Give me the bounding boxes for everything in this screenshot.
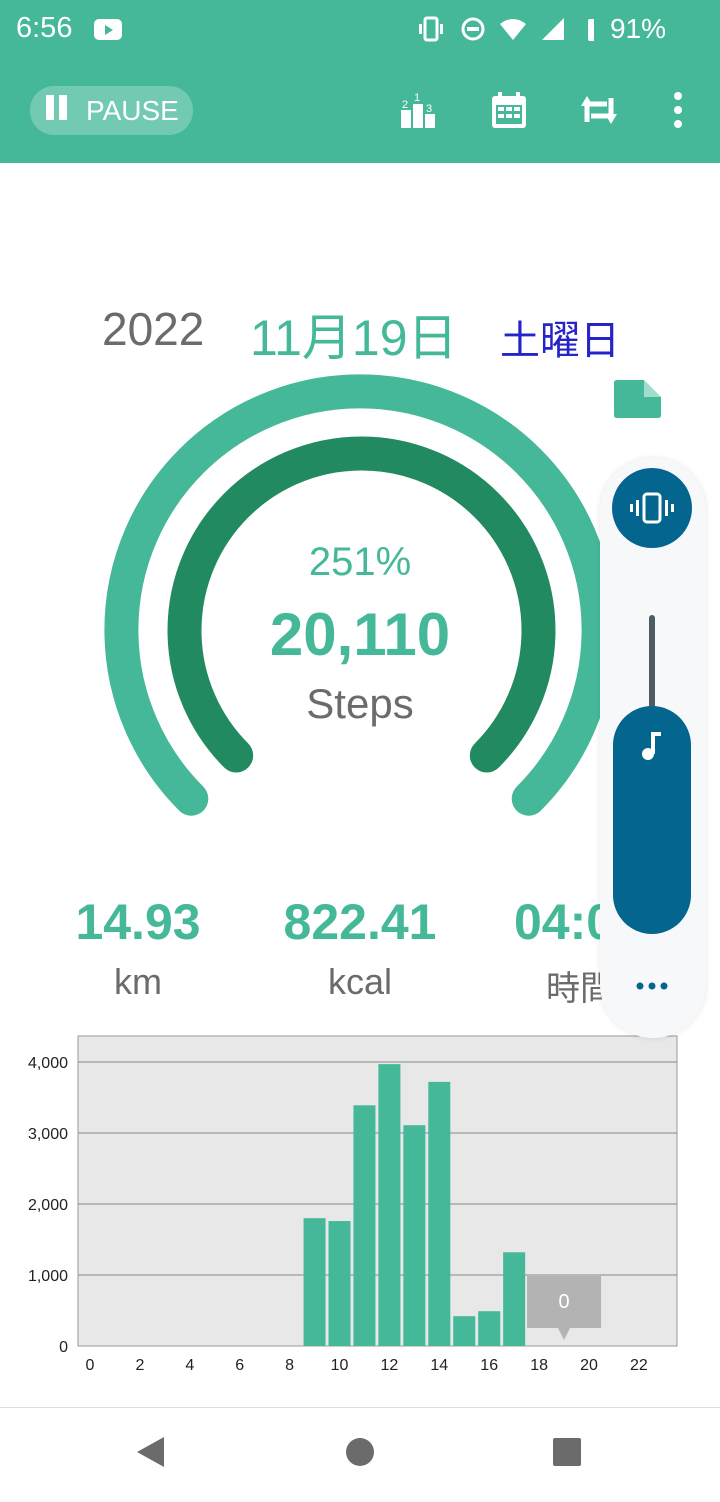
battery-icon (588, 19, 594, 41)
svg-text:3: 3 (426, 103, 432, 115)
pause-icon (46, 94, 72, 127)
music-note-icon (642, 732, 661, 760)
y-tick-label: 3,000 (28, 1126, 68, 1143)
x-tick-label: 0 (86, 1357, 95, 1374)
x-tick-label: 18 (530, 1357, 548, 1374)
y-tick-label: 1,000 (28, 1268, 68, 1285)
x-tick-label: 14 (430, 1357, 448, 1374)
x-tick-label: 16 (480, 1357, 498, 1374)
sync-icon[interactable] (579, 90, 619, 130)
distance-unit: km (114, 961, 162, 1002)
progress-arc (167, 436, 556, 773)
ranking-icon[interactable]: 213 (398, 90, 438, 130)
day[interactable]: 11月19日 (250, 310, 458, 366)
calorie-value: 822.41 (283, 894, 437, 950)
x-tick-label: 10 (331, 1357, 349, 1374)
bar (378, 1064, 401, 1346)
pause-label: PAUSE (86, 94, 179, 126)
back-button[interactable] (137, 1437, 164, 1467)
more-icon[interactable] (658, 90, 698, 130)
vibrate-icon (419, 16, 443, 42)
bar (353, 1105, 376, 1346)
dnd-icon (461, 17, 485, 41)
bar (428, 1081, 451, 1346)
x-tick-label: 2 (135, 1357, 144, 1374)
year: 2022 (102, 303, 205, 355)
y-tick-label: 2,000 (28, 1197, 68, 1214)
calorie-unit: kcal (327, 961, 393, 1002)
weekday: 土曜日 (500, 319, 620, 363)
volume-panel (600, 458, 706, 1038)
note-icon[interactable] (614, 380, 661, 418)
goal-percent: 251% (308, 540, 412, 584)
tooltip-label: 0 (558, 1291, 569, 1313)
bar (503, 1252, 526, 1346)
vibrate-mode-button[interactable] (612, 468, 692, 548)
svg-text:1: 1 (414, 92, 420, 104)
y-tick-label: 4,000 (28, 1055, 68, 1072)
home-button[interactable] (346, 1438, 374, 1466)
battery-percent: 91% (609, 13, 666, 44)
calorie-stat: 822.41 kcal (260, 893, 460, 1003)
youtube-icon (94, 19, 122, 40)
distance-stat: 14.93 km (38, 893, 238, 1003)
pause-button[interactable]: PAUSE (30, 86, 193, 135)
plot-area (77, 1035, 678, 1347)
status-time: 6:56 (16, 12, 73, 44)
step-count: 20,110 (269, 601, 451, 668)
bar (403, 1125, 426, 1346)
bar (453, 1316, 476, 1346)
x-tick-label: 20 (580, 1357, 598, 1374)
bar (328, 1221, 351, 1346)
x-tick-label: 6 (235, 1357, 244, 1374)
distance-value: 14.93 (75, 894, 201, 950)
bar (478, 1311, 501, 1346)
tooltip-box (527, 1276, 602, 1328)
signal-icon (542, 18, 564, 40)
bar (303, 1218, 326, 1346)
x-tick-label: 4 (185, 1357, 194, 1374)
goal-arc (104, 374, 616, 816)
x-tick-label: 8 (285, 1357, 294, 1374)
svg-text:2: 2 (402, 99, 408, 111)
volume-track[interactable] (649, 615, 655, 715)
step-gauge (104, 374, 616, 816)
calendar-icon[interactable] (489, 90, 529, 130)
tooltip-pointer (558, 1328, 571, 1340)
y-tick-label: 0 (59, 1339, 68, 1356)
navigation-bar (0, 1407, 720, 1496)
recents-button[interactable] (553, 1438, 581, 1466)
steps-label: Steps (306, 680, 414, 727)
wifi-icon (500, 19, 526, 40)
x-tick-label: 12 (381, 1357, 399, 1374)
more-options-icon[interactable] (636, 982, 668, 990)
status-icons (419, 16, 594, 42)
volume-slider[interactable] (613, 706, 691, 934)
time-value: 04:0 (514, 894, 615, 950)
x-tick-label: 22 (630, 1357, 648, 1374)
hourly-steps-chart: 0 1,000 2,000 3,000 4,000 0 2 4 6 8 10 12 14 16 18 20 22… (28, 1035, 678, 1374)
